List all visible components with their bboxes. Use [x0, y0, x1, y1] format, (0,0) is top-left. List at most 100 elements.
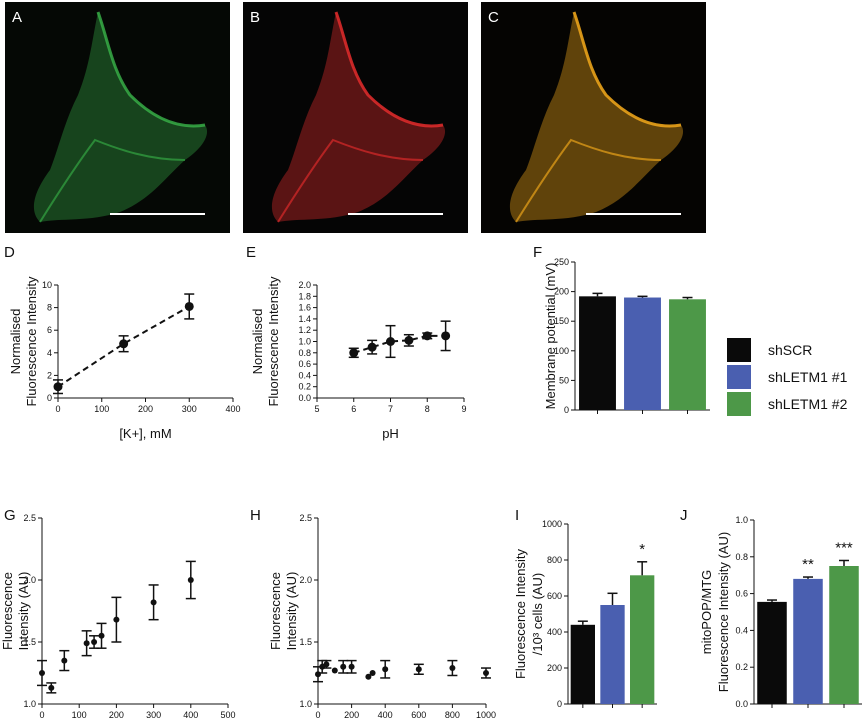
cell-shape-b: [271, 12, 446, 222]
legend: shSCR shLETM1 #1 shLETM1 #2: [727, 338, 848, 416]
y-tick-label-e: 0.2: [298, 382, 311, 392]
y-tick-label-i: 1000: [542, 519, 562, 529]
data-point-e: [404, 335, 414, 345]
panel-letter-j: J: [680, 507, 688, 524]
y-tick-label-i: 800: [547, 555, 562, 565]
x-tick-label-d: 100: [94, 404, 109, 414]
y-tick-label-g: 1.5: [23, 637, 36, 647]
y-tick-label-d: 8: [47, 303, 52, 313]
y-axis-label-f: Membrane potential (mV): [543, 263, 558, 410]
y-tick-label-j: 0.4: [735, 625, 748, 635]
y-tick-label-f: 200: [554, 287, 569, 297]
data-point-h: [415, 666, 422, 673]
data-point-g: [113, 616, 120, 623]
panel-letter-h: H: [250, 507, 261, 524]
y-tick-label-e: 1.4: [298, 314, 311, 324]
legend-label-shscr: shSCR: [768, 342, 812, 358]
y-axis-label-j: Fluorescence Intensity (AU): [716, 532, 731, 692]
x-tick-label-g: 100: [72, 710, 87, 720]
bar-j-2: [793, 578, 823, 704]
y-tick-label-f: 150: [554, 316, 569, 326]
x-tick-label-e: 6: [351, 404, 356, 414]
y-axis-label-i: /10³ cells (AU): [530, 573, 545, 655]
data-point-g: [91, 639, 98, 645]
y-tick-label-g: 1.0: [23, 699, 36, 709]
y-tick-label-e: 1.2: [298, 325, 311, 335]
y-tick-label-e: 0.6: [298, 359, 311, 369]
significance-label-i: *: [639, 541, 645, 558]
bar-j-3: [829, 566, 859, 704]
chart-j: 0.0 0.2 0.4 0.6 0.8 1.0 mitoPOP/MTG Fluorescenc…: [699, 515, 862, 709]
y-axis-label-h: Fluorescence: [268, 572, 283, 650]
x-tick-label-e: 9: [461, 404, 466, 414]
y-tick-label-i: 400: [547, 627, 562, 637]
data-point-h: [449, 665, 456, 672]
data-point-h: [382, 666, 389, 673]
legend-entry-shscr: shSCR: [727, 338, 812, 362]
bar-j-1: [757, 601, 787, 704]
x-axis-label-d: [K+], mM: [119, 426, 171, 441]
panel-letter-f: F: [533, 244, 542, 261]
bar-f-3: [669, 299, 706, 410]
significance-label-j: ***: [835, 539, 853, 556]
micrograph-c: C: [481, 2, 706, 233]
data-point-h: [323, 661, 330, 668]
x-tick-label-e: 5: [314, 404, 319, 414]
chart-d: 0 2 4 6 8 10 Normalised Fluorescence Intensity 0…: [8, 276, 241, 441]
y-axis-label-d: Fluorescence Intensity: [24, 276, 39, 407]
y-tick-label-g: 2.5: [23, 513, 36, 523]
legend-swatch-shletm1-1: [727, 365, 751, 389]
y-axis-label-j: mitoPOP/MTG: [699, 570, 714, 655]
x-tick-label-h: 0: [315, 710, 320, 720]
data-point-g: [187, 577, 194, 583]
cell-shape-c: [509, 12, 684, 222]
y-axis-label-d: Normalised: [8, 309, 23, 375]
x-tick-label-d: 200: [138, 404, 153, 414]
y-tick-label-j: 0.6: [735, 589, 748, 599]
x-tick-label-g: 400: [183, 710, 198, 720]
data-point-h: [348, 663, 355, 670]
panel-letter-d: D: [4, 244, 15, 261]
x-tick-label-d: 300: [182, 404, 197, 414]
x-tick-label-e: 8: [425, 404, 430, 414]
y-tick-label-f: 250: [554, 257, 569, 267]
x-axis-label-e: pH: [382, 426, 399, 441]
y-tick-label-f: 100: [554, 346, 569, 356]
y-tick-label-e: 0.8: [298, 348, 311, 358]
y-tick-label-f: 0: [564, 405, 569, 415]
panel-letter-i: I: [515, 507, 519, 524]
panel-letter-b: B: [250, 9, 260, 26]
y-tick-label-j: 0.0: [735, 699, 748, 709]
chart-e: 0.00.2 0.40.60.81.0 1.21.41.6 1.82.0 Normali…: [250, 276, 467, 441]
x-tick-label-h: 400: [378, 710, 393, 720]
data-point-g: [150, 599, 157, 606]
x-tick-label-d: 0: [55, 404, 60, 414]
y-tick-label-h: 2.5: [299, 513, 312, 523]
x-tick-label-g: 0: [39, 710, 44, 720]
bar-f-2: [624, 297, 661, 410]
data-point-g: [48, 684, 55, 691]
y-tick-label-f: 50: [559, 375, 569, 385]
chart-g: 1.0 1.5 2.0 2.5 Fluorescence Intensity (AU) 0 1…: [0, 513, 236, 720]
bar-f-1: [579, 296, 616, 410]
x-tick-label-h: 600: [411, 710, 426, 720]
y-axis-label-i: Fluorescence Intensity: [513, 548, 528, 679]
data-point-d: [119, 339, 129, 349]
y-tick-label-e: 1.0: [298, 337, 311, 347]
y-axis-label-e: Normalised: [250, 309, 265, 375]
data-point-e: [367, 342, 377, 352]
y-tick-label-d: 10: [42, 280, 52, 290]
y-tick-label-i: 0: [557, 699, 562, 709]
data-point-h: [340, 663, 347, 670]
data-point-d: [53, 382, 63, 392]
x-tick-label-g: 300: [146, 710, 161, 720]
data-point-h: [483, 670, 489, 676]
chart-i: 0 200 400 600 800 1000 Fluorescence Intensity /…: [513, 519, 657, 709]
legend-label-shletm1-2: shLETM1 #2: [768, 396, 848, 412]
data-point-h: [365, 673, 372, 680]
x-tick-label-g: 500: [220, 710, 235, 720]
x-tick-label-g: 200: [109, 710, 124, 720]
